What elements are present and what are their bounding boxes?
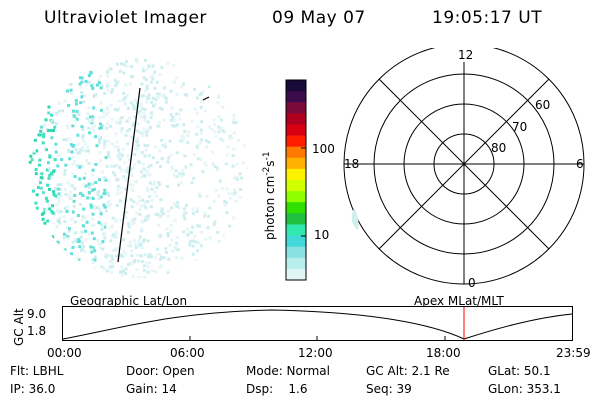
x-tick-2359: 23:59 [556, 346, 591, 360]
colorbar-cell [286, 124, 306, 137]
colorbar-cell [286, 202, 306, 214]
polar-mlt-plot [343, 48, 585, 285]
mlt-label-12: 12 [458, 48, 474, 62]
time-label: 19:05:17 UT [432, 8, 543, 28]
filter-status: Flt: LBHL [10, 364, 64, 378]
colorbar-cell [286, 102, 306, 114]
colorbar-cell [286, 257, 306, 270]
orbit-altitude-plot [62, 306, 573, 341]
instrument-title: Ultraviolet Imager [44, 8, 207, 28]
polar-emission-patch [351, 208, 359, 230]
colorbar-cell [286, 213, 306, 225]
mlt-label-18: 18 [344, 157, 360, 171]
colorbar-cell [286, 80, 306, 92]
uv-emission-pixels [28, 58, 248, 278]
x-tick-0000: 00:00 [47, 346, 82, 360]
colorbar-cell [286, 268, 306, 281]
dsp-status: Dsp: 1.6 [246, 382, 308, 396]
colorbar-cell [286, 135, 306, 148]
colorbar-cell [286, 180, 306, 192]
altitude-curve [62, 309, 573, 340]
y-tick-bottom: 1.8 [27, 324, 47, 338]
door-status: Door: Open [126, 364, 195, 378]
apex-caption: Apex MLat/MLT [414, 294, 504, 308]
colorbar-cell [286, 91, 306, 103]
mlt-label-6: 6 [576, 157, 584, 171]
y-tick-top: 9.0 [27, 307, 47, 321]
colorbar-tick-100: 100 [312, 142, 335, 156]
colorbar-cell [286, 224, 306, 237]
colorbar-cell [286, 246, 306, 259]
seq-status: Seq: 39 [366, 382, 412, 396]
colorbar-cell [286, 113, 306, 125]
colorbar-cell [286, 235, 306, 248]
color-scale-bar [285, 79, 307, 281]
gc-alt-axis-title: GC Alt [12, 308, 26, 346]
gc-alt-status: GC Alt: 2.1 Re [366, 364, 450, 378]
x-tick-1800: 18:00 [426, 346, 461, 360]
terminator-line [117, 87, 141, 263]
colorbar-cell [286, 146, 306, 159]
colorbar-tick-10: 10 [314, 228, 330, 242]
mlt-label-0: 0 [468, 276, 476, 290]
colorbar-cell [286, 157, 306, 170]
date-label: 09 May 07 [272, 8, 366, 28]
mlat-label-70: 70 [512, 120, 528, 134]
glat-status: GLat: 50.1 [488, 364, 551, 378]
colorbar-unit-label: photon cm-2s-1 [262, 151, 277, 240]
glon-status: GLon: 353.1 [488, 382, 561, 396]
geographic-caption: Geographic Lat/Lon [70, 294, 188, 308]
colorbar-cell [286, 191, 306, 203]
mlat-label-60: 60 [535, 98, 551, 112]
ip-status: IP: 36.0 [10, 382, 56, 396]
x-tick-0600: 06:00 [170, 346, 205, 360]
colorbar-cell [286, 168, 306, 181]
mlat-label-80: 80 [491, 141, 507, 155]
edge-tick [202, 96, 210, 101]
mode-status: Mode: Normal [246, 364, 330, 378]
x-tick-1200: 12:00 [298, 346, 333, 360]
gain-status: Gain: 14 [126, 382, 177, 396]
